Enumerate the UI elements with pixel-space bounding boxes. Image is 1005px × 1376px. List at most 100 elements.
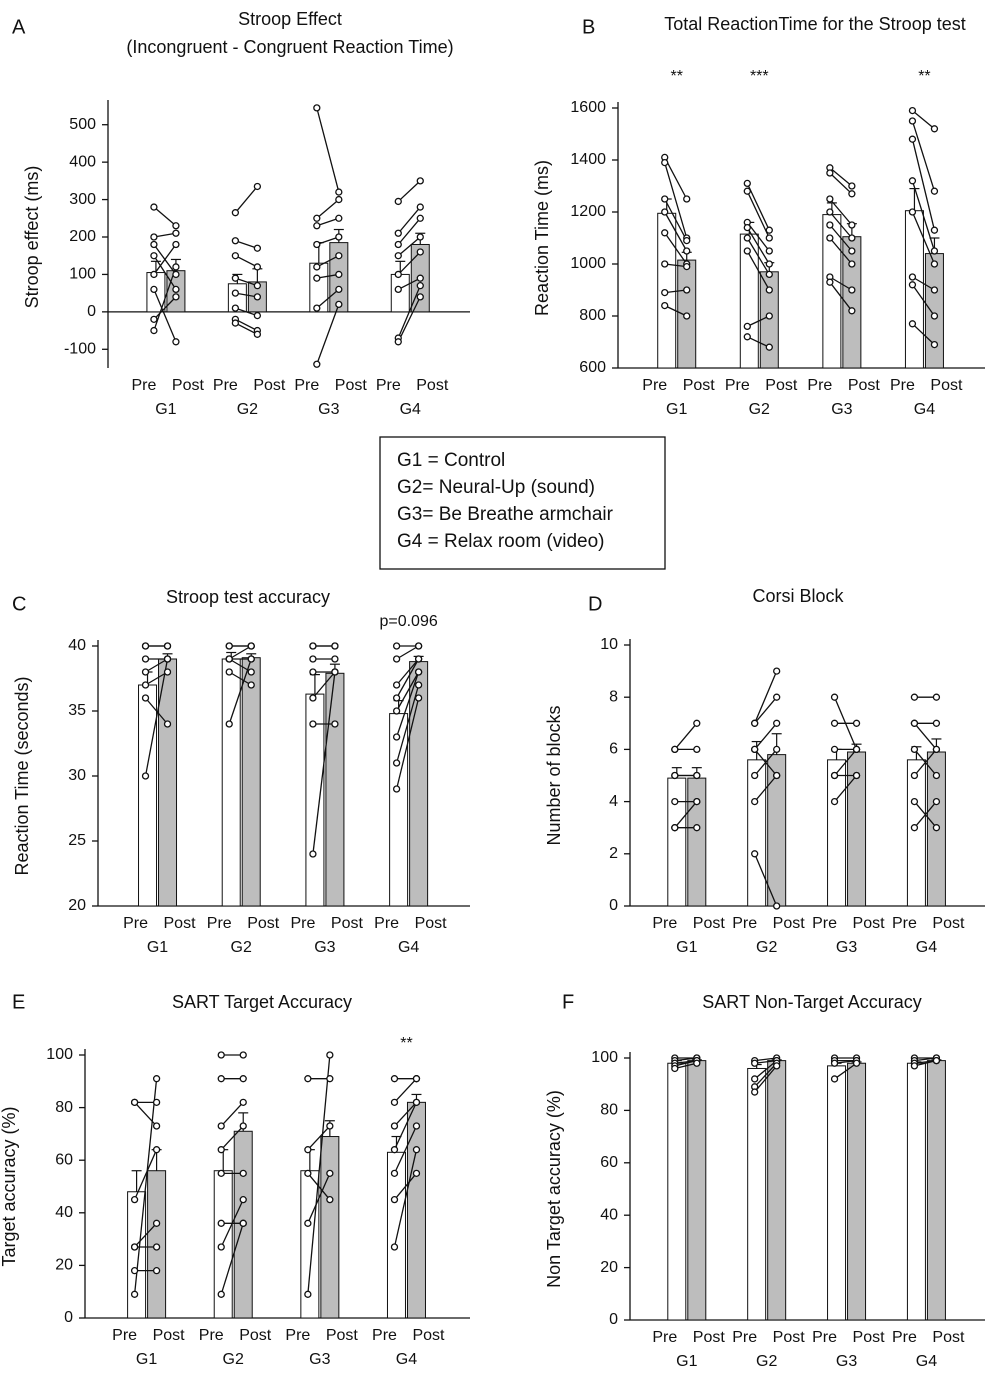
subject-point <box>239 1051 247 1059</box>
subject-point <box>239 1122 247 1130</box>
subject-line <box>153 244 177 275</box>
y-tick-label: 500 <box>69 116 96 133</box>
bar <box>325 672 345 907</box>
subject-line <box>134 1222 158 1248</box>
subject-point <box>932 745 941 754</box>
subject-point <box>231 274 240 282</box>
subject-point <box>313 222 321 230</box>
group-label: G2 <box>237 401 258 418</box>
subject-point <box>326 1169 334 1177</box>
group-label: G1 <box>155 401 176 418</box>
subject-line <box>307 1125 331 1151</box>
subject-line <box>153 296 177 320</box>
subject-point <box>253 311 262 320</box>
subject-line <box>834 1059 857 1064</box>
y-tick-label: 20 <box>68 897 86 914</box>
subject-point <box>852 771 861 780</box>
subject-line <box>834 775 858 803</box>
subject-point <box>247 668 255 676</box>
subject-line <box>829 237 853 265</box>
subject-point <box>773 693 781 701</box>
x-tick-label: Post <box>853 1329 886 1346</box>
subject-point <box>217 1122 225 1130</box>
subject-point <box>253 330 262 338</box>
y-tick-label: 60 <box>600 1154 618 1171</box>
subject-point <box>335 285 343 294</box>
subject-point <box>239 1098 247 1106</box>
bar <box>667 777 687 907</box>
subject-point <box>412 1122 421 1130</box>
y-tick-label: 1400 <box>570 151 606 168</box>
subject-line <box>397 236 421 257</box>
subject-point <box>773 745 781 754</box>
x-tick-label: Pre <box>652 1329 677 1346</box>
panel-letter: D <box>588 593 602 615</box>
bar <box>747 759 767 907</box>
bar <box>687 777 707 907</box>
x-tick-label: Pre <box>812 915 837 932</box>
subject-point <box>661 260 669 268</box>
subject-point <box>932 824 941 832</box>
subject-point <box>326 1051 334 1059</box>
subject-line <box>396 658 420 699</box>
y-tick-label: 40 <box>68 637 86 654</box>
y-tick-label: 40 <box>55 1204 73 1221</box>
subject-point <box>335 300 343 309</box>
subject-point <box>830 719 839 727</box>
subject-point <box>253 244 262 252</box>
chart-subtitle: (Incongruent - Congruent Reaction Time) <box>126 37 453 57</box>
panel-letter: E <box>12 991 25 1013</box>
subject-point <box>826 234 834 242</box>
y-axis-title: Reaction Time (ms) <box>532 160 552 316</box>
x-tick-label: Post <box>765 377 798 394</box>
subject-point <box>743 333 751 341</box>
subject-point <box>765 247 773 255</box>
subject-line <box>664 263 687 268</box>
y-tick-label: 60 <box>55 1151 73 1168</box>
bar <box>904 210 924 369</box>
subject-line <box>397 277 421 290</box>
subject-line <box>395 684 420 764</box>
subject-point <box>412 1169 421 1177</box>
x-tick-label: Pre <box>642 377 667 394</box>
subject-point <box>412 1098 421 1106</box>
subject-line <box>912 276 935 291</box>
subject-point <box>830 1075 839 1083</box>
subject-point <box>163 642 172 650</box>
key-entry: G4 = Relax room (video) <box>397 531 605 552</box>
subject-line <box>397 296 421 343</box>
subject-point <box>765 312 773 320</box>
subject-point <box>765 286 773 294</box>
subject-line <box>746 227 770 265</box>
subject-point <box>930 312 939 320</box>
subject-point <box>683 286 691 294</box>
subject-point <box>141 694 150 702</box>
x-tick-label: Post <box>335 377 368 394</box>
y-tick-label: 0 <box>64 1309 73 1326</box>
subject-point <box>309 850 317 858</box>
subject-line <box>397 285 421 339</box>
subject-point <box>152 1098 161 1106</box>
subject-line <box>235 307 258 317</box>
bar <box>767 1060 787 1321</box>
x-tick-label: Pre <box>807 377 832 394</box>
x-tick-label: Post <box>331 915 364 932</box>
subject-point <box>765 343 773 351</box>
x-tick-label: Post <box>153 1327 186 1344</box>
x-tick-label: Post <box>693 1329 726 1346</box>
y-tick-label: 8 <box>609 688 618 705</box>
x-tick-label: Post <box>930 377 963 394</box>
subject-line <box>754 775 778 803</box>
bar <box>924 253 944 369</box>
subject-point <box>661 208 669 216</box>
bar <box>158 658 178 907</box>
x-tick-label: Post <box>239 1327 272 1344</box>
subject-point <box>848 234 856 242</box>
subject-point <box>743 247 751 255</box>
subject-point <box>309 694 317 702</box>
subject-line <box>747 315 770 327</box>
y-tick-label: 4 <box>609 793 618 810</box>
group-label: G1 <box>666 401 687 418</box>
subject-point <box>253 263 262 271</box>
subject-line <box>829 281 853 312</box>
